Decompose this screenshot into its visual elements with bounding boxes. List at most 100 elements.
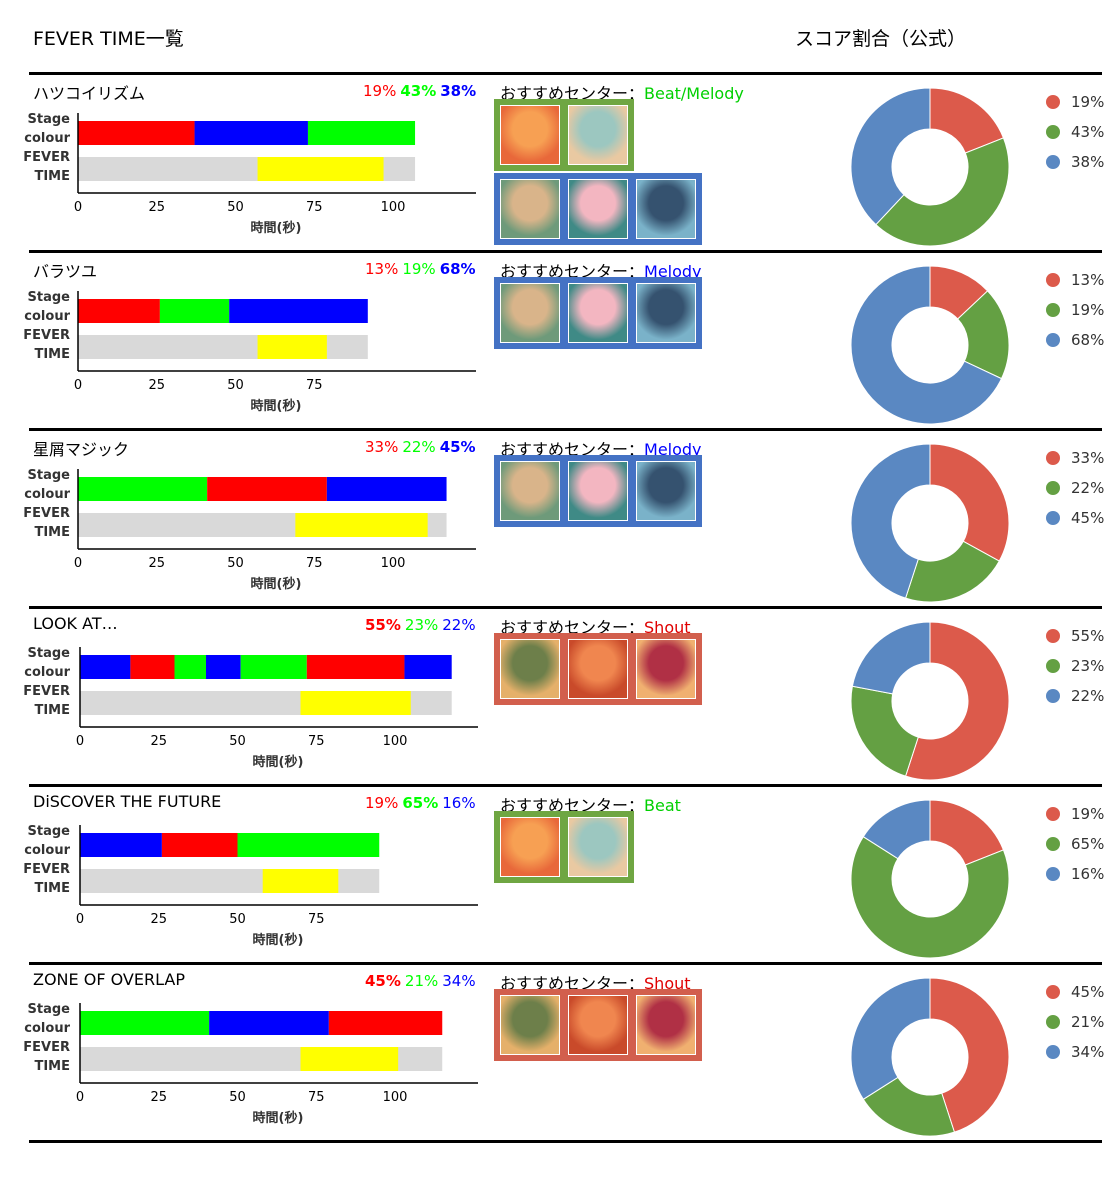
x-tick-label: 75 [306, 378, 323, 393]
legend-dot [1046, 689, 1060, 703]
fever-label: FEVER [23, 150, 70, 165]
donut-slice-blue [850, 977, 931, 1101]
stage-segment-blue [229, 299, 368, 323]
x-tick-label: 100 [383, 734, 408, 749]
legend-label: 68% [1071, 331, 1105, 349]
donut-slice-red [904, 621, 1010, 781]
character-portrait [568, 179, 628, 239]
character-portrait [500, 995, 560, 1055]
character-portrait [636, 639, 696, 699]
legend-label: 16% [1071, 865, 1105, 883]
stage-segment-red [306, 655, 405, 679]
percent-red: 45% [365, 972, 401, 990]
song-title: ZONE OF OVERLAP [33, 970, 185, 989]
legend-dot [1046, 303, 1060, 317]
stage-segment-green [307, 121, 416, 145]
legend-item: 16% [1046, 859, 1104, 889]
legend-item: 19% [1046, 295, 1104, 325]
song-title: DiSCOVER THE FUTURE [33, 792, 222, 811]
legend-dot [1046, 985, 1060, 999]
percent-red: 13% [365, 260, 399, 278]
legend-dot [1046, 481, 1060, 495]
legend-item: 19% [1046, 799, 1104, 829]
colour-label: colour [24, 665, 70, 680]
song-row: 星屑マジック 33% 22% 45% Stage colour FEVER TIME 0 25 50… [0, 431, 1120, 609]
recommended-center-label: おすすめセンター：Melody [500, 436, 702, 460]
legend-item: 33% [1046, 443, 1104, 473]
center-attribute: Beat/Melody [644, 84, 744, 103]
legend-dot [1046, 511, 1060, 525]
x-tick-label: 100 [381, 200, 406, 215]
legend-label: 45% [1071, 509, 1105, 527]
time-label: TIME [34, 169, 70, 184]
x-axis-label: 時間(秒) [253, 932, 304, 948]
legend-item: 22% [1046, 473, 1104, 503]
legend-item: 22% [1046, 681, 1104, 711]
percent-blue: 34% [442, 972, 476, 990]
donut-slice-blue [862, 799, 931, 860]
legend-item: 23% [1046, 651, 1104, 681]
score-donut-chart [850, 799, 1010, 959]
stage-segment-blue [80, 833, 162, 857]
character-portrait [636, 283, 696, 343]
song-title: バラツユ [33, 262, 98, 281]
legend-label: 19% [1071, 93, 1105, 111]
stage-segment-green [240, 655, 307, 679]
x-tick-label: 75 [308, 912, 325, 927]
legend-item: 43% [1046, 117, 1104, 147]
x-tick-label: 0 [74, 556, 82, 571]
x-tick-label: 75 [308, 734, 325, 749]
colour-label: colour [24, 309, 70, 324]
legend-dot [1046, 333, 1060, 347]
character-portrait [568, 817, 628, 877]
legend-item: 68% [1046, 325, 1104, 355]
legend-item: 13% [1046, 265, 1104, 295]
legend-dot [1046, 155, 1060, 169]
row-separator [29, 784, 1102, 787]
percent-blue: 68% [439, 260, 476, 278]
stage-segment-green [237, 833, 380, 857]
portrait-group-green [494, 811, 634, 883]
legend-dot [1046, 807, 1060, 821]
x-tick-label: 75 [306, 200, 323, 215]
legend-label: 55% [1071, 627, 1105, 645]
song-title: ハツコイリズム [33, 84, 146, 103]
center-prefix: おすすめセンター： [500, 796, 645, 815]
character-portrait [568, 105, 628, 165]
center-prefix: おすすめセンター： [500, 262, 645, 281]
x-tick-label: 75 [308, 1090, 325, 1105]
song-title: LOOK AT… [33, 614, 118, 633]
legend-dot [1046, 629, 1060, 643]
recommended-center-label: おすすめセンター：Beat [500, 792, 681, 816]
time-label: TIME [34, 703, 70, 718]
legend-label: 22% [1071, 687, 1105, 705]
legend-item: 34% [1046, 1037, 1104, 1067]
fever-time-segment [257, 335, 327, 359]
percent-red: 19% [363, 82, 397, 100]
stage-segment-red [328, 1011, 443, 1035]
legend-label: 23% [1071, 657, 1105, 675]
legend-item: 19% [1046, 87, 1104, 117]
percent-green: 23% [404, 616, 439, 634]
x-tick-label: 25 [148, 378, 165, 393]
row-separator [29, 72, 1102, 75]
x-tick-label: 0 [76, 734, 84, 749]
score-ratio-title: スコア割合（公式） [795, 28, 967, 50]
song-row: ハツコイリズム 19% 43% 38% Stage colour FEVER TIME 0 25 5… [0, 75, 1120, 253]
legend-item: 65% [1046, 829, 1104, 859]
fever-label: FEVER [23, 862, 70, 877]
center-prefix: おすすめセンター： [500, 974, 645, 993]
legend-label: 19% [1071, 805, 1105, 823]
x-axis-label: 時間(秒) [251, 220, 302, 236]
character-portrait [500, 105, 560, 165]
stage-segment-blue [404, 655, 452, 679]
legend-dot [1046, 95, 1060, 109]
percent-summary: 19% 43% 38% [359, 82, 476, 100]
stage-segment-red [78, 299, 160, 323]
stage-label: Stage [28, 824, 71, 839]
percent-green: 43% [400, 82, 437, 100]
row-separator [29, 250, 1102, 253]
legend-label: 65% [1071, 835, 1105, 853]
fever-time-segment [300, 1047, 399, 1071]
donut-legend: 45% 21% 34% [1046, 977, 1104, 1067]
